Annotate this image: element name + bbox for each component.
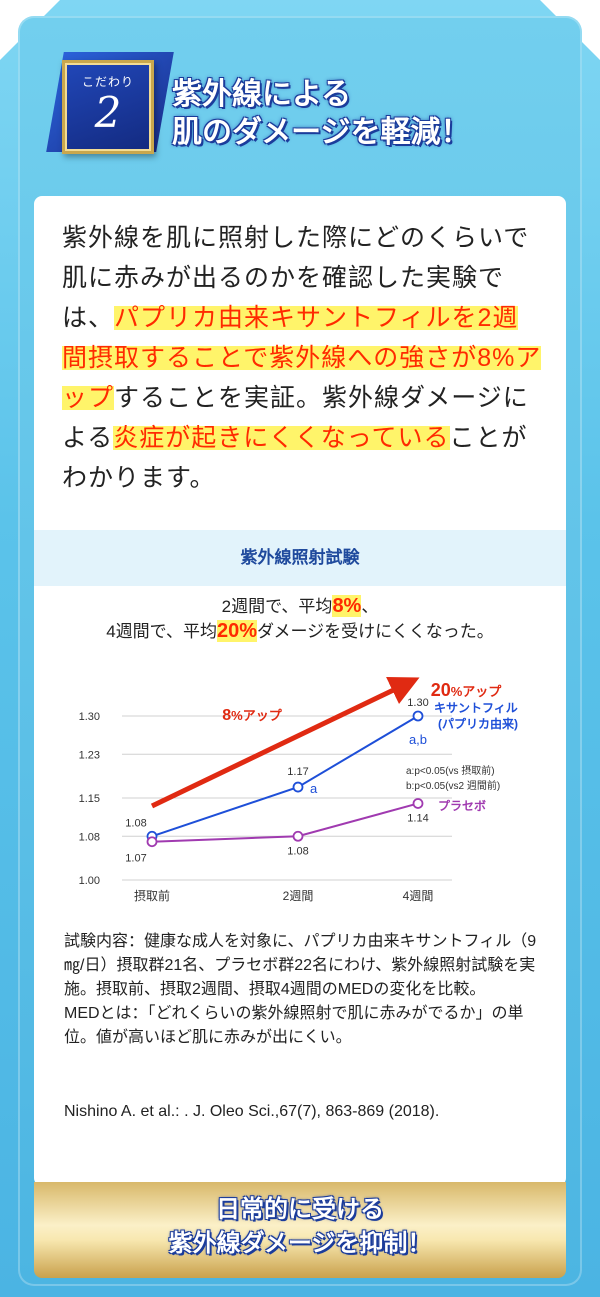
arrow-label-20pct: 20%アップ [431, 680, 503, 700]
graph-heading: 紫外線照射試験 [34, 530, 566, 586]
summary-text: 2週間で、平均 [221, 597, 333, 616]
summary-text: ダメージを受けにくくなった。 [257, 622, 494, 641]
significance-note-b: b:p<0.05(vs2 週間前) [406, 779, 500, 792]
summary-line-2: 4週間で、平均20%ダメージを受けにくくなった。 [34, 619, 566, 644]
test-notes: 試験内容：健康な成人を対象に、パプリカ由来キサントフィル（9㎎/日）摂取群21名… [64, 930, 544, 1050]
data-point [412, 710, 424, 722]
summary-line-1: 2週間で、平均8%、 [34, 594, 566, 619]
title-line-1: 紫外線による [172, 77, 352, 112]
footer-message: 日常的に受ける 紫外線ダメージを抑制！ [34, 1192, 566, 1260]
intro-paragraph: 紫外線を肌に照射した際にどのくらいで肌に赤みが出るのかを確認した実験では、パプリ… [62, 218, 542, 498]
data-point [146, 836, 158, 848]
graph-summary: 2週間で、平均8%、 4週間で、平均20%ダメージを受けにくくなった。 [34, 594, 566, 644]
footer-banner: 日常的に受ける 紫外線ダメージを抑制！ [34, 1182, 566, 1278]
title-line-2: 肌のダメージを軽減！ [172, 115, 471, 150]
intro-text-1: 紫外線を肌に照射した際にどのくらいで肌に赤みが出るのかを確認した実験では、 [62, 224, 530, 332]
significance-mark-ab: a,b [409, 732, 427, 747]
med-line-chart: 1.30 1.23 1.15 1.08 1.00 摂取前 2週間 4週間 8%アップ 20%アップ… [79, 676, 518, 903]
data-point [292, 781, 304, 793]
x-tick-label: 2週間 [283, 889, 314, 903]
significance-note-a: a:p<0.05(vs 摂取前) [406, 764, 495, 777]
summary-highlight-8: 8% [332, 595, 362, 617]
notes-med-definition: MEDとは：「どれくらいの紫外線照射で肌に赤みがでるか」の単位。値が高いほど肌に… [64, 1005, 524, 1046]
legend-xanthophyll-sub: (パプリカ由来) [438, 716, 518, 731]
intro-text-2: することを実証。紫外線ダメージによる [62, 384, 529, 452]
increase-arrow [150, 676, 420, 809]
graph-section: 紫外線照射試験 2週間で、平均8%、 4週間で、平均20%ダメージを受けにくくな… [34, 530, 566, 1186]
legend-placebo: プラセボ [438, 798, 486, 813]
intro-text-3: ことがわかります。 [62, 424, 528, 492]
y-tick-label: 1.08 [79, 831, 100, 843]
arrow-label-8pct: 8%アップ [222, 707, 282, 724]
summary-text: 4週間で、平均 [106, 622, 217, 641]
summary-text: 、 [361, 597, 379, 616]
data-label: 1.08 [125, 817, 146, 829]
point-badge: こだわり 2 [62, 60, 154, 154]
data-label: 1.14 [407, 812, 428, 824]
data-label: 1.07 [125, 853, 146, 865]
data-label: 1.30 [407, 697, 428, 709]
content-card: 紫外線を肌に照射した際にどのくらいで肌に赤みが出るのかを確認した実験では、パプリ… [34, 196, 566, 1186]
y-tick-label: 1.30 [79, 711, 100, 723]
data-label: 1.08 [287, 845, 308, 857]
data-point [412, 798, 424, 809]
intro-highlight-2: 炎症が起きにくくなっている [113, 424, 450, 452]
y-tick-label: 1.23 [79, 749, 100, 761]
badge-number: 2 [94, 88, 122, 137]
summary-highlight-20: 20% [216, 620, 257, 642]
x-tick-label: 4週間 [403, 889, 434, 903]
section-title: 紫外線による 肌のダメージを軽減！ [172, 76, 471, 152]
data-point [292, 830, 304, 842]
notes-test-content: 試験内容：健康な成人を対象に、パプリカ由来キサントフィル（9㎎/日）摂取群21名… [64, 933, 537, 998]
footer-line-2: 紫外線ダメージを抑制！ [168, 1228, 432, 1257]
data-label: 1.17 [287, 766, 308, 778]
series-line-1 [151, 715, 419, 838]
footer-line-1: 日常的に受ける [216, 1194, 384, 1223]
legend-xanthophyll: キサントフィル [434, 701, 518, 715]
badge-caption: こだわり [81, 75, 134, 89]
y-tick-label: 1.15 [79, 793, 100, 805]
significance-mark-a: a [310, 781, 318, 796]
x-tick-label: 摂取前 [134, 888, 170, 903]
citation: Nishino A. et al.: . J. Oleo Sci.,67(7),… [64, 1103, 440, 1120]
y-tick-label: 1.00 [79, 875, 100, 887]
